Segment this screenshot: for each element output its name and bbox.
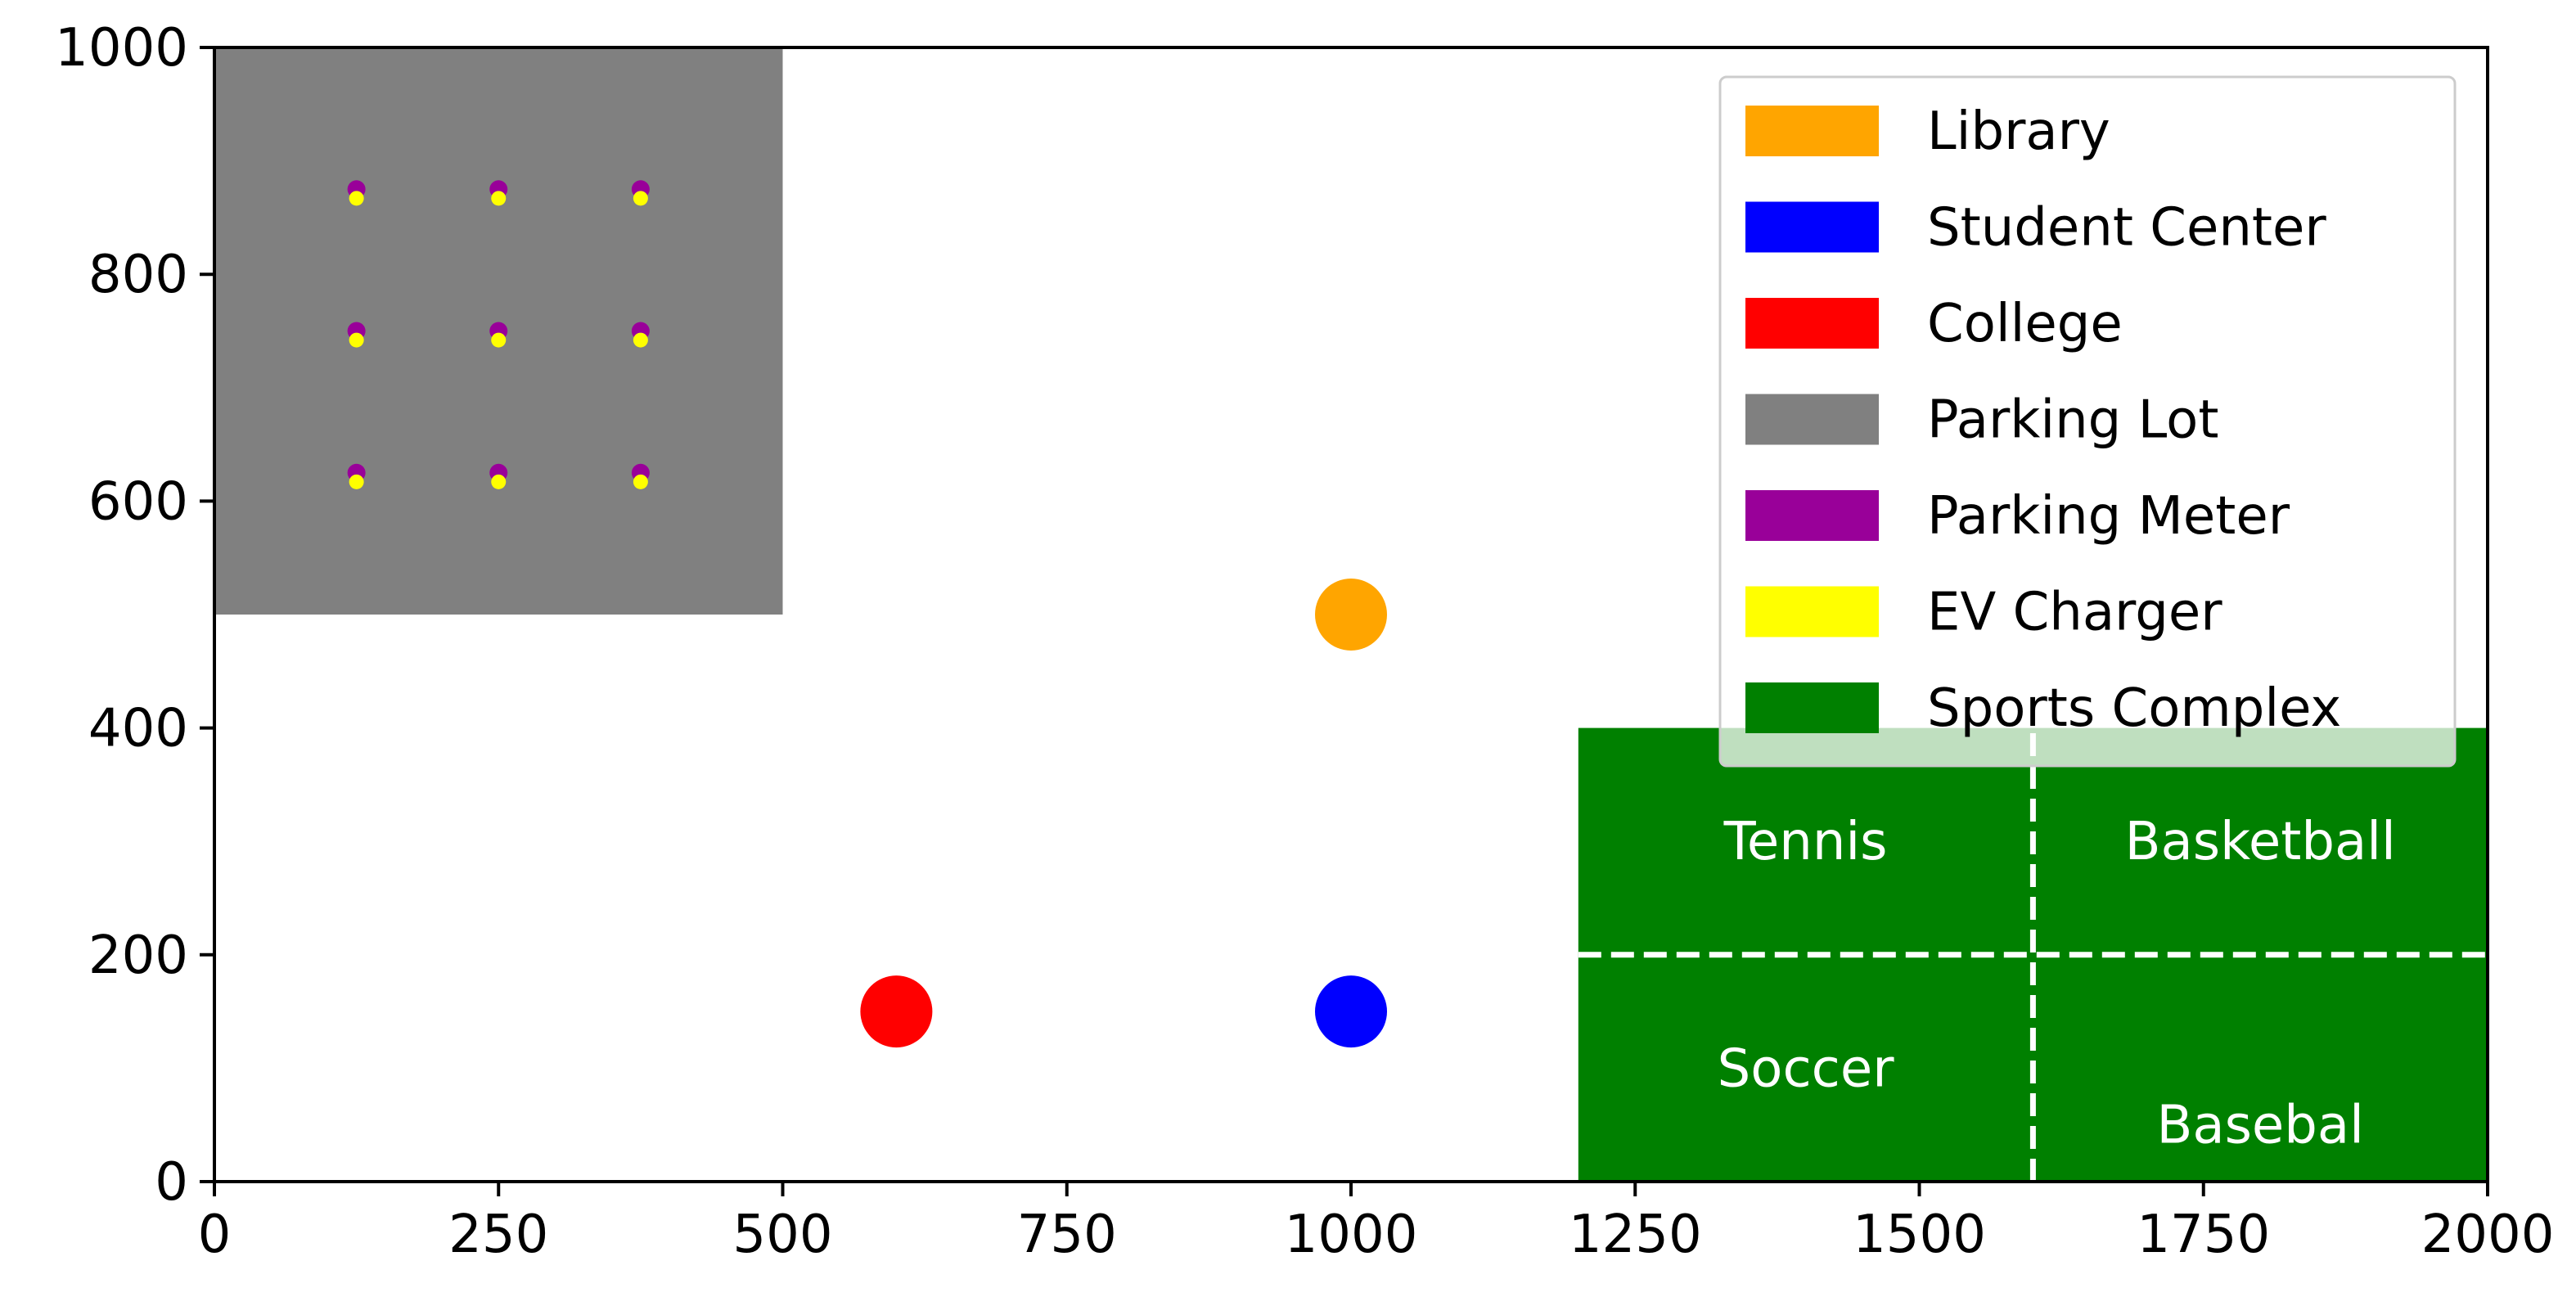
legend-label-student-center: Student Center — [1927, 198, 2326, 259]
student-center-point — [1315, 975, 1387, 1048]
court-label-tennis: Tennis — [1723, 812, 1888, 872]
legend-box — [1718, 75, 2457, 768]
legend-label-parking-meter: Parking Meter — [1927, 486, 2290, 547]
court-label-basketball: Basketball — [2125, 812, 2396, 872]
legend-label-parking-lot: Parking Lot — [1927, 390, 2218, 451]
legend-swatch-college — [1745, 298, 1879, 349]
y-tick-label: 0 — [155, 1152, 188, 1213]
legend-label-ev-charger: EV Charger — [1927, 583, 2222, 643]
legend-label-sports-complex: Sports Complex — [1927, 678, 2341, 739]
legend-swatch-ev-charger — [1745, 586, 1879, 637]
ev-charger-point-8 — [633, 474, 648, 489]
college-point — [860, 975, 933, 1048]
x-tick-label: 500 — [732, 1205, 832, 1265]
legend-swatch-sports-complex — [1745, 682, 1879, 733]
legend-swatch-student-center — [1745, 201, 1879, 253]
x-tick-label: 0 — [198, 1205, 232, 1265]
legend-label-college: College — [1927, 294, 2123, 354]
x-tick-label: 250 — [448, 1205, 548, 1265]
plot-layer: Tennis Basketball Soccer Basebal — [214, 47, 2488, 1182]
legend-swatch-library — [1745, 106, 1879, 156]
court-label-basebal: Basebal — [2156, 1096, 2363, 1156]
ev-charger-point-2 — [633, 191, 648, 206]
ev-charger-point-1 — [491, 191, 507, 206]
ev-charger-point-6 — [349, 474, 364, 489]
legend-label-library: Library — [1927, 101, 2110, 162]
ev-charger-point-3 — [349, 332, 364, 348]
court-label-soccer: Soccer — [1718, 1038, 1895, 1099]
legend: Library Student Center College Parking Lot P… — [1718, 75, 2457, 768]
x-tick-label: 1000 — [1285, 1205, 1418, 1265]
x-tick-label: 2000 — [2421, 1205, 2555, 1265]
ev-charger-point-7 — [491, 474, 507, 489]
x-tick-label: 1750 — [2137, 1205, 2270, 1265]
ev-charger-point-0 — [349, 191, 364, 206]
y-tick-label: 1000 — [55, 18, 188, 79]
y-tick-label: 600 — [88, 471, 188, 532]
y-tick-label: 200 — [88, 925, 188, 986]
x-tick-label: 1500 — [1853, 1205, 1986, 1265]
x-tick-label: 1250 — [1569, 1205, 1702, 1265]
ev-charger-point-5 — [633, 332, 648, 348]
ev-charger-point-4 — [491, 332, 507, 348]
x-tick-label: 750 — [1017, 1205, 1117, 1265]
library-point — [1315, 579, 1387, 651]
legend-swatch-parking-meter — [1745, 490, 1879, 541]
y-tick-label: 400 — [88, 699, 188, 759]
legend-swatch-parking-lot — [1745, 394, 1879, 445]
y-tick-label: 800 — [88, 245, 188, 305]
axes: 0 250 500 750 1000 1250 1500 1750 2000 0 200 400 600… — [55, 18, 2554, 1265]
